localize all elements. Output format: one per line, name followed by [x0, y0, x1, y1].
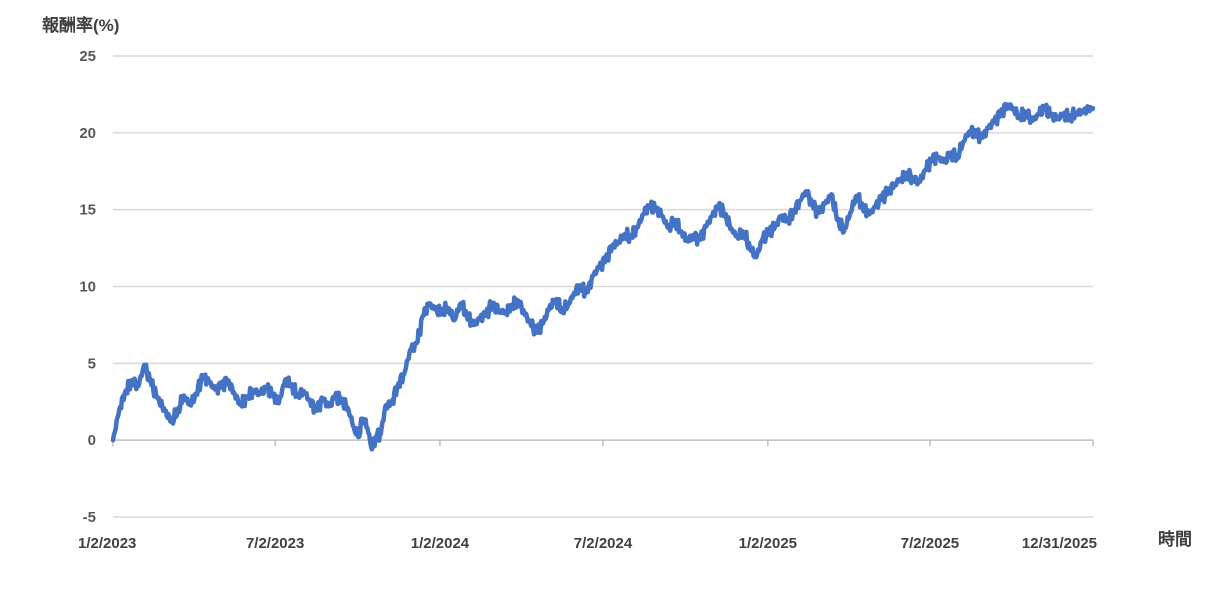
x-tick-label: 12/31/2025 — [1022, 535, 1097, 552]
x-axis — [112, 439, 1094, 447]
y-tick-label: 15 — [79, 202, 96, 219]
x-axis-label: 時間 — [1158, 529, 1192, 549]
x-tick-label: 1/2/2023 — [78, 535, 136, 552]
x-tick-label: 1/2/2024 — [411, 535, 470, 552]
y-tick-label: -5 — [83, 509, 96, 526]
x-tick-labels: 1/2/2023 7/2/2023 1/2/2024 7/2/2024 1/2/2025… — [78, 535, 1097, 552]
series-group — [110, 101, 1096, 452]
y-tick-label: 25 — [79, 48, 96, 65]
y-tick-label: 5 — [88, 355, 96, 372]
y-tick-label: 0 — [88, 432, 96, 449]
x-tick-label: 7/2/2023 — [246, 535, 304, 552]
y-tick-label: 20 — [79, 125, 96, 142]
y-tick-labels: 25 20 15 10 5 0 -5 — [79, 48, 96, 526]
gridlines — [113, 55, 1093, 518]
x-tick-label: 7/2/2025 — [901, 535, 959, 552]
y-axis-label: 報酬率(%) — [42, 15, 119, 35]
x-tick-label: 1/2/2025 — [739, 535, 797, 552]
y-tick-label: 10 — [79, 279, 96, 296]
series-line-0 — [110, 101, 1096, 452]
x-tick-label: 7/2/2024 — [574, 535, 633, 552]
